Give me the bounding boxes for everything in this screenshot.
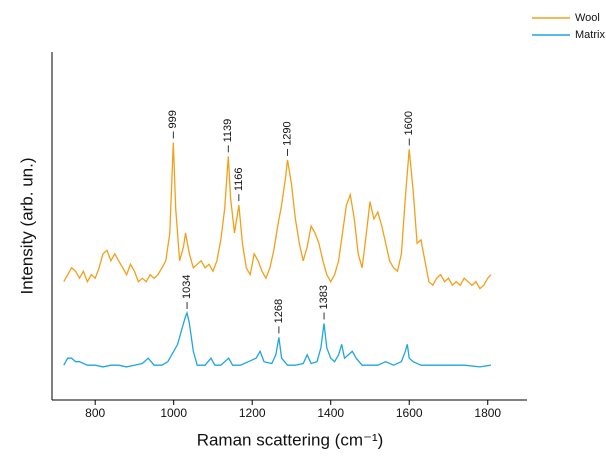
x-tick-label: 800: [85, 406, 105, 420]
x-tick-label: 1400: [317, 406, 344, 420]
x-tick-label: 1000: [160, 406, 187, 420]
spectrum-line: [63, 142, 492, 290]
peak-label: 999: [167, 110, 179, 128]
peak-label: 1268: [273, 299, 285, 323]
peak-label: 1034: [181, 275, 193, 299]
x-tick-label: 1600: [396, 406, 423, 420]
peak-label: 1383: [318, 285, 330, 309]
legend-label: Wool: [575, 12, 600, 24]
peak-label: 1166: [233, 167, 245, 191]
legend-label: Matrix: [575, 29, 605, 41]
spectrum-line: [63, 310, 491, 368]
y-axis-label: Intensity (arb. un.): [17, 157, 36, 294]
peak-label: 1290: [281, 121, 293, 145]
x-axis-label: Raman scattering (cm⁻¹): [197, 430, 384, 449]
x-tick-label: 1200: [239, 406, 266, 420]
peak-label: 1139: [222, 119, 234, 143]
x-tick-label: 1800: [474, 406, 501, 420]
peak-label: 1600: [403, 111, 415, 135]
